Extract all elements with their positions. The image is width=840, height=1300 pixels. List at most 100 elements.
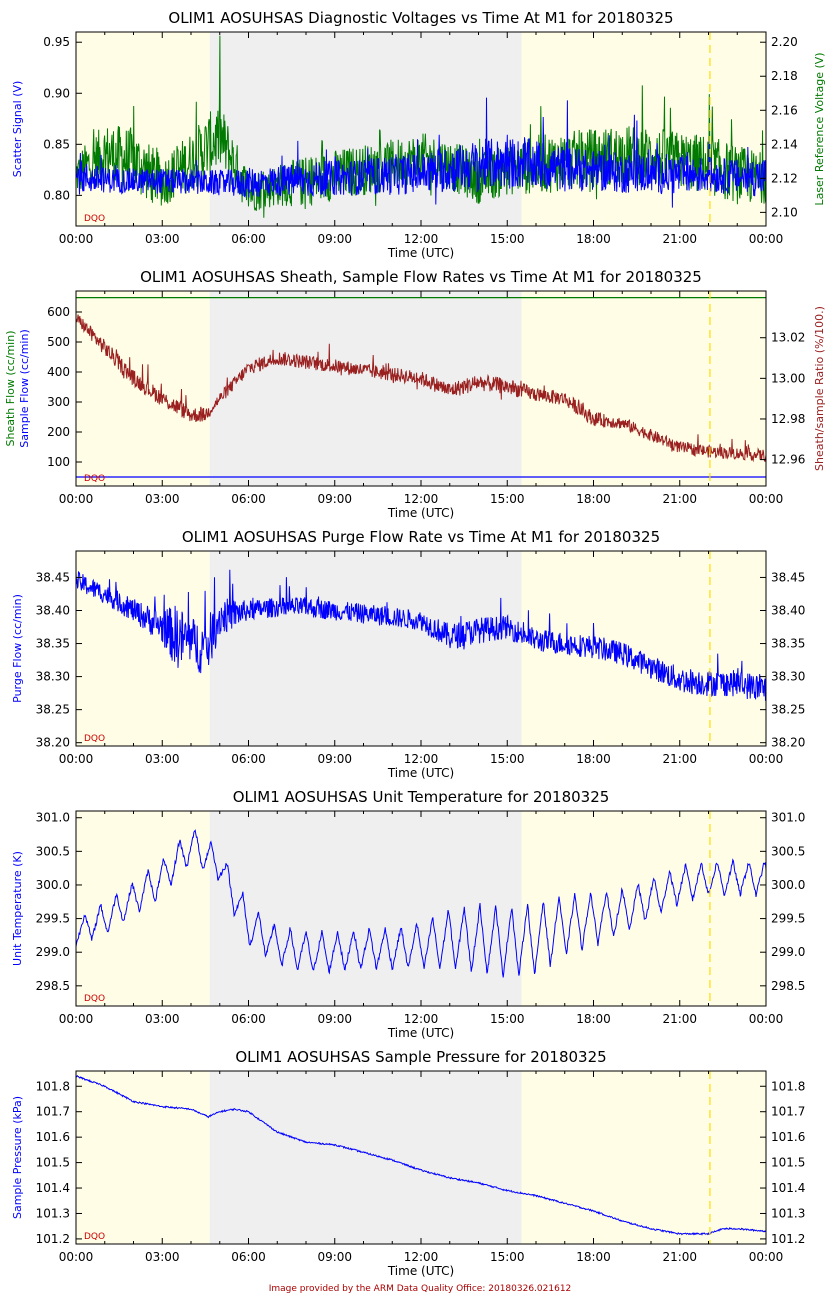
x-tick-label: 18:00: [576, 232, 611, 246]
night-shading-late: [521, 811, 766, 1006]
panel-purge: 00:00 03:00 06:00 09:00 12:00 15:00 18:00 21:00…: [11, 528, 805, 780]
dqo-label: DQO: [84, 994, 105, 1004]
footer-credit: Image provided by the ARM Data Quality O…: [268, 1284, 572, 1294]
x-tick-label: 15:00: [490, 1250, 525, 1264]
y-left-tick-label: 400: [47, 365, 70, 379]
x-tick-label: 09:00: [317, 1012, 352, 1026]
y-left-tick-label: 101.6: [36, 1130, 70, 1144]
y-right-tick-label: 38.30: [771, 670, 805, 684]
y-left-tick-label: 38.20: [36, 736, 70, 750]
chart-title: OLIM1 AOSUHSAS Sheath, Sample Flow Rates…: [140, 268, 702, 286]
y-left-tick-label: 101.8: [36, 1079, 70, 1093]
x-tick-label: 09:00: [317, 492, 352, 506]
night-shading-late: [521, 32, 766, 226]
y-left-tick-label: 0.95: [43, 35, 70, 49]
y-left-tick-label: 299.0: [36, 945, 70, 959]
y-left-tick-label: 0.80: [43, 188, 70, 202]
x-tick-label: 21:00: [662, 232, 697, 246]
data-layer: [76, 569, 766, 701]
x-tick-label: 06:00: [231, 1012, 266, 1026]
y-right-tick-label: 13.00: [771, 371, 805, 385]
x-tick-label: 12:00: [404, 232, 439, 246]
y-left-tick-label: 300: [47, 395, 70, 409]
panel-diag: 00:00 03:00 06:00 09:00 12:00 15:00 18:00 21:00…: [11, 9, 826, 260]
y-left-tick-label: 298.5: [36, 979, 70, 993]
y-left-tick-label: 0.85: [43, 137, 70, 151]
y-right-tick-label: 298.5: [771, 979, 805, 993]
x-tick-label: 15:00: [490, 752, 525, 766]
day-shading: [209, 551, 522, 746]
y-left-axis-label: Purge Flow (cc/min): [11, 594, 24, 703]
x-tick-label: 00:00: [59, 1012, 94, 1026]
x-tick-label: 12:00: [404, 492, 439, 506]
day-shading: [209, 291, 522, 486]
y-left-tick-label: 101.5: [36, 1156, 70, 1170]
x-tick-label: 09:00: [317, 232, 352, 246]
x-axis-label: Time (UTC): [387, 766, 454, 780]
y-right-tick-label: 2.14: [771, 137, 798, 151]
x-tick-label: 00:00: [749, 492, 784, 506]
night-shading-early: [76, 811, 210, 1006]
y-left-axis-label: Unit Temperature (K): [11, 851, 24, 966]
day-shading: [209, 1071, 522, 1244]
x-tick-label: 18:00: [576, 1250, 611, 1264]
day-shading: [209, 32, 522, 226]
y-left-tick-label: 38.35: [36, 637, 70, 651]
y-right-tick-label: 2.18: [771, 69, 798, 83]
series-line-sample-pressure: [76, 1075, 766, 1236]
y-right-axis-label: Sheath/sample Ratio (%/100.): [813, 306, 826, 471]
y-left-tick-label: 101.2: [36, 1232, 70, 1246]
y-right-axis-label: Laser Reference Voltage (V): [813, 52, 826, 205]
dqo-label: DQO: [84, 214, 105, 224]
x-axis-label: Time (UTC): [387, 506, 454, 520]
y-left-tick-label: 0.90: [43, 86, 70, 100]
y-right-tick-label: 38.45: [771, 570, 805, 584]
x-axis-label: Time (UTC): [387, 1026, 454, 1040]
data-layer: [76, 35, 766, 218]
x-tick-label: 03:00: [145, 752, 180, 766]
y-right-tick-label: 300.0: [771, 878, 805, 892]
x-tick-label: 21:00: [662, 752, 697, 766]
x-tick-label: 06:00: [231, 492, 266, 506]
chart-title: OLIM1 AOSUHSAS Unit Temperature for 2018…: [233, 788, 610, 806]
y-left-tick-label: 101.3: [36, 1206, 70, 1220]
x-tick-label: 00:00: [59, 492, 94, 506]
day-shading: [209, 811, 522, 1006]
y-right-tick-label: 38.20: [771, 736, 805, 750]
data-layer: [76, 297, 766, 478]
x-tick-label: 21:00: [662, 1250, 697, 1264]
dqo-label: DQO: [84, 1232, 105, 1242]
night-shading-late: [521, 291, 766, 486]
x-tick-label: 15:00: [490, 232, 525, 246]
x-tick-label: 00:00: [59, 752, 94, 766]
night-shading-early: [76, 1071, 210, 1244]
night-shading-late: [521, 1071, 766, 1244]
y-left-tick-label: 101.4: [36, 1181, 70, 1195]
series-line-sheath-sample-ratio: [76, 314, 766, 463]
y-right-tick-label: 38.40: [771, 603, 805, 617]
dqo-label: DQO: [84, 734, 105, 744]
x-tick-label: 09:00: [317, 752, 352, 766]
x-tick-label: 18:00: [576, 492, 611, 506]
y-right-tick-label: 301.0: [771, 811, 805, 825]
x-tick-label: 12:00: [404, 1012, 439, 1026]
panel-temp: 00:00 03:00 06:00 09:00 12:00 15:00 18:00 21:00…: [11, 788, 805, 1040]
x-tick-label: 03:00: [145, 232, 180, 246]
x-tick-label: 03:00: [145, 492, 180, 506]
x-tick-label: 00:00: [59, 1250, 94, 1264]
x-tick-label: 18:00: [576, 1012, 611, 1026]
y-right-tick-label: 2.12: [771, 171, 798, 185]
y-left-tick-label: 300.5: [36, 844, 70, 858]
y-left-tick-label: 301.0: [36, 811, 70, 825]
x-axis-label: Time (UTC): [387, 1264, 454, 1278]
x-tick-label: 06:00: [231, 752, 266, 766]
y-right-tick-label: 2.16: [771, 103, 798, 117]
x-tick-label: 00:00: [59, 232, 94, 246]
y-right-tick-label: 299.0: [771, 945, 805, 959]
y-right-tick-label: 101.3: [771, 1206, 805, 1220]
y-right-tick-label: 101.2: [771, 1232, 805, 1246]
y-right-tick-label: 38.25: [771, 703, 805, 717]
y-right-tick-label: 101.4: [771, 1181, 805, 1195]
y-left-tick-label: 38.40: [36, 603, 70, 617]
